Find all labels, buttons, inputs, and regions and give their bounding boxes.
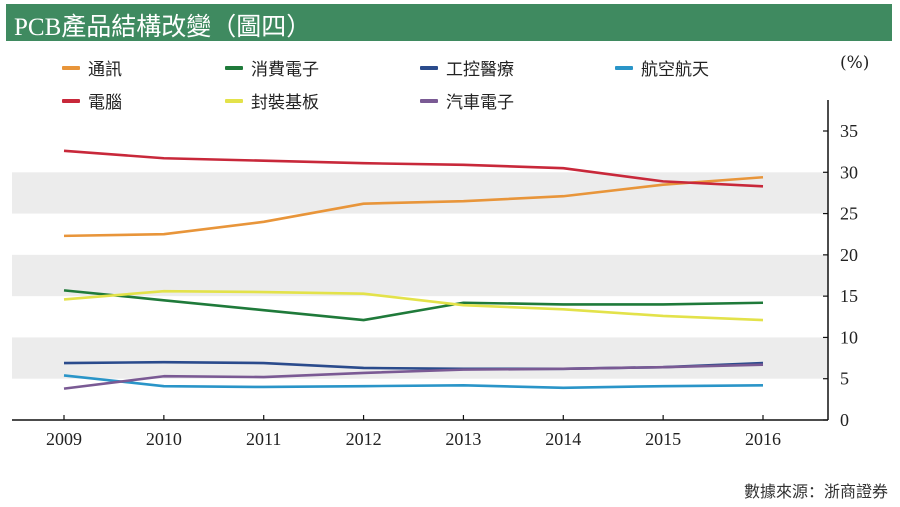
series-line-電腦 xyxy=(63,149,764,188)
y-tick-label: 0 xyxy=(840,410,849,430)
legend-swatch xyxy=(420,65,438,70)
legend-item: 汽車電子 xyxy=(420,88,514,113)
x-tick-label: 2009 xyxy=(46,429,82,449)
series-line-汽車電子 xyxy=(63,363,764,390)
y-axis-unit: (%) xyxy=(840,53,870,73)
x-tick-label: 2014 xyxy=(545,429,581,449)
x-tick-label: 2012 xyxy=(346,429,382,449)
legend-item: 消費電子 xyxy=(225,55,319,80)
x-tick-label: 2010 xyxy=(146,429,182,449)
legend-item: 封裝基板 xyxy=(225,88,319,113)
legend-label: 汽車電子 xyxy=(446,93,514,113)
chart-title: PCB產品結構改變（圖四） xyxy=(14,14,312,41)
legend-swatch xyxy=(62,98,80,103)
legend-swatch xyxy=(225,65,243,70)
legend-swatch xyxy=(62,65,80,70)
title-bar: PCB產品結構改變（圖四） xyxy=(6,4,892,41)
legend-label: 航空航天 xyxy=(641,60,709,80)
legend-swatch xyxy=(420,98,438,103)
x-tick-label: 2011 xyxy=(246,429,281,449)
legend-label: 封裝基板 xyxy=(251,93,319,113)
series-line-通訊 xyxy=(63,175,764,238)
legend-label: 工控醫療 xyxy=(446,60,514,80)
y-tick-label: 25 xyxy=(840,204,858,224)
x-tick-label: 2015 xyxy=(645,429,681,449)
y-tick-label: 15 xyxy=(840,286,858,306)
x-tick-label: 2016 xyxy=(745,429,781,449)
y-tick-label: 20 xyxy=(840,245,858,265)
legend-item: 通訊 xyxy=(62,55,122,80)
series-line-航空航天 xyxy=(63,374,764,390)
y-tick-label: 5 xyxy=(840,369,849,389)
y-tick-label: 35 xyxy=(840,121,858,141)
legend-item: 航空航天 xyxy=(615,55,709,80)
data-source: 數據來源：浙商證券 xyxy=(743,482,888,501)
legend-item: 電腦 xyxy=(62,88,122,113)
legend-label: 電腦 xyxy=(88,93,122,113)
shaded-band xyxy=(12,172,828,214)
series-line-封裝基板 xyxy=(63,289,764,322)
legend-label: 通訊 xyxy=(88,60,122,80)
x-tick-label: 2013 xyxy=(445,429,481,449)
legend-label: 消費電子 xyxy=(251,60,319,80)
series-line-消費電子 xyxy=(63,289,764,322)
shaded-band xyxy=(12,254,828,297)
shaded-band xyxy=(12,337,828,379)
legend-swatch xyxy=(225,98,243,103)
y-tick-label: 30 xyxy=(840,162,858,182)
legend-swatch xyxy=(615,65,633,70)
y-tick-label: 10 xyxy=(840,327,858,347)
legend-item: 工控醫療 xyxy=(420,55,514,80)
